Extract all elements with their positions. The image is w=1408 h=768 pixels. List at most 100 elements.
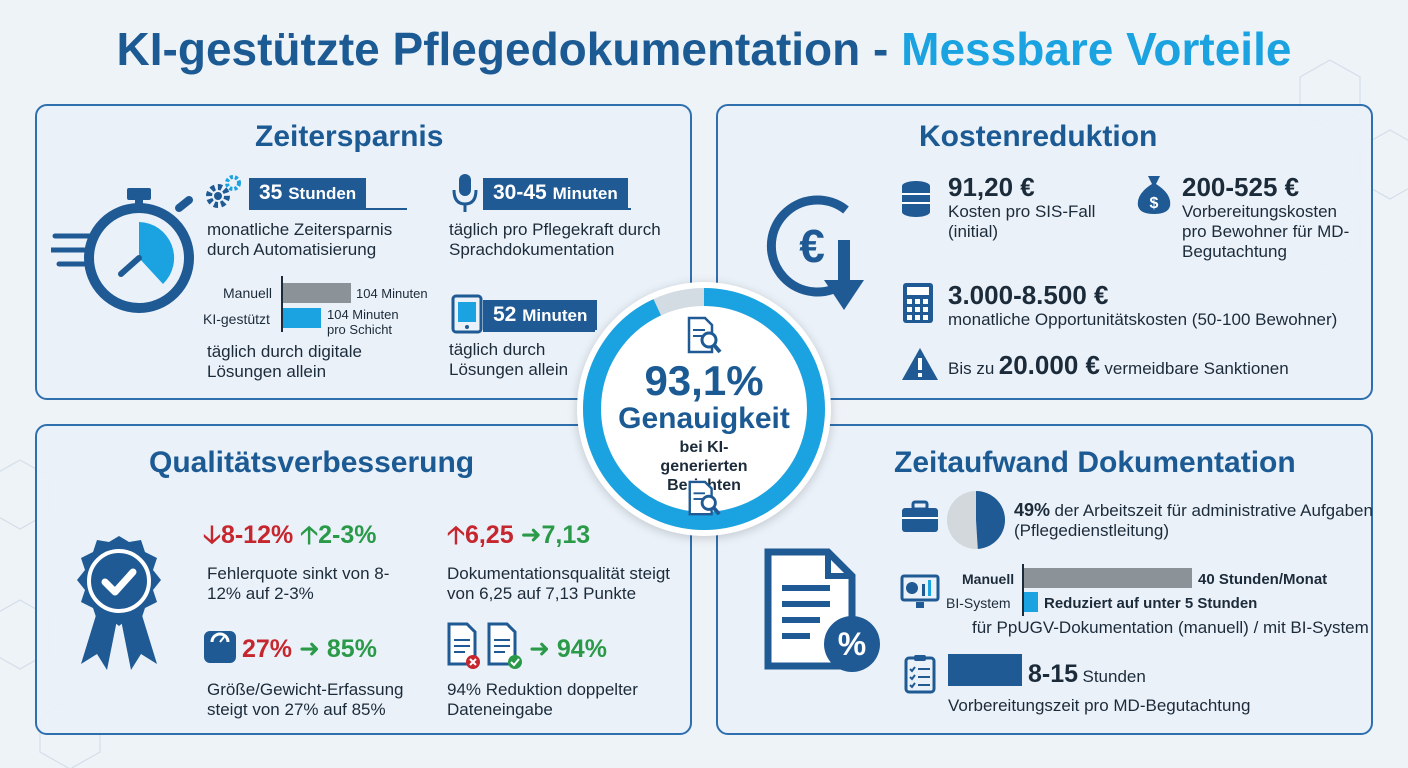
stat-49-text: 49% der Arbeitszeit für administrative A… [1014, 500, 1374, 541]
reduktion-to: 94% [556, 635, 607, 663]
stat-91-20-description: Kosten pro SIS-Fall (initial) [948, 202, 1096, 241]
document-percent-icon: % [764, 548, 880, 672]
stat-30-45-unit: Minuten [552, 184, 618, 203]
panel-title-zeitersparnis: Zeitersparnis [255, 120, 444, 153]
groesse-from: 27% [242, 635, 293, 663]
stat-35-description: monatliche Zeitersparnis durch Automatis… [207, 220, 393, 259]
accuracy-label: Genauigkeit [618, 402, 790, 435]
ki-label: KI-gestützt [203, 311, 270, 327]
stat-52-unit: Minuten [522, 306, 588, 325]
title-part-1: KI-gestützte Pflegedokumentation - [116, 23, 902, 75]
arrow-right-icon: ➜ [520, 521, 542, 549]
fehlerquote-to: 2-3% [318, 521, 377, 549]
stat-200-525-value: 200-525 € [1182, 172, 1300, 202]
badge-underline [483, 208, 631, 210]
stat-sanktionen: Bis zu 20.000 € vermeidbare Sanktionen [948, 350, 1289, 381]
ki-value: 104 Minuten pro Schicht [327, 307, 399, 337]
reduktion-description: 94% Reduktion doppelter Dateneingabe [447, 680, 638, 719]
title-part-2: Messbare Vorteile [901, 23, 1292, 75]
stat-30-45-minuten-badge: 30-45 Minuten [483, 178, 628, 208]
euro-down-icon: € [766, 195, 864, 310]
coins-icon [902, 181, 930, 217]
stat-8-15-value: 8-15 [1028, 660, 1079, 688]
accuracy-circle: 93,1% Genauigkeit bei KI-generierten Ber… [577, 282, 831, 536]
scale-icon [204, 631, 236, 663]
arrow-down-icon: 🡣 [203, 521, 221, 549]
dokuqualitaet-to: 7,13 [541, 521, 591, 549]
sanktionen-suffix: vermeidbare Sanktionen [1104, 359, 1289, 378]
dokuqualitaet-description: Dokumentationsqualität steigt von 6,25 a… [447, 564, 671, 603]
accuracy-value: 93,1% [644, 357, 764, 404]
stopwatch-icon [51, 188, 194, 313]
manual-value: 104 Minuten [356, 286, 428, 301]
manual-bar [283, 283, 351, 303]
accuracy-subtitle: bei KI-generierten Berichten [660, 439, 748, 494]
dokuqualitaet-from: 6,25 [464, 521, 514, 549]
stat-35-value: 35 [259, 181, 283, 204]
reduktion-values: ➜ 94% [529, 634, 607, 664]
stat-91-20-value: 91,20 € [948, 172, 1035, 202]
groesse-to: 85% [326, 635, 377, 663]
stat-52-value: 52 [493, 303, 517, 326]
comparison-description: für PpUGV-Dokumentation (manuell) / mit … [972, 618, 1369, 637]
badge-underline [483, 330, 595, 332]
page-title: KI-gestützte Pflegedokumentation - Messb… [0, 22, 1408, 76]
svg-text:$: $ [1150, 195, 1159, 212]
panel-title-qualitaet: Qualitätsverbesserung [149, 446, 475, 479]
manuell-value: 40 Stunden/Monat [1198, 571, 1328, 588]
stat-49-value: 49% [1014, 500, 1051, 520]
duplicate-documents-icon [447, 622, 522, 669]
checklist-icon [904, 655, 936, 694]
fehlerquote-values: 🡣8-12% 🡡2-3% [203, 516, 377, 559]
panel-zeitersparnis: Zeitersparnis 35 Stunden monatliche Zeit… [35, 104, 692, 400]
tablet-icon [451, 294, 483, 334]
pie-49-slice [976, 491, 1005, 549]
stat-35-stunden-badge: 35 Stunden [249, 178, 367, 208]
arrow-up-icon: 🡡 [300, 521, 319, 549]
panel-qualitaetsverbesserung: Qualitätsverbesserung 🡣8-12% 🡡2-3% Fehle… [35, 424, 692, 735]
arrow-up-red-icon: 🡡 [447, 521, 465, 549]
panel-kostenreduktion: Kostenreduktion € 91,20 € Kosten pro SIS… [716, 104, 1373, 400]
bi-bar [1024, 592, 1038, 612]
calculator-icon [903, 283, 933, 323]
stat-52-minuten-badge: 52 Minuten [483, 300, 598, 330]
award-ribbon-icon [77, 536, 161, 670]
sanktionen-prefix: Bis zu [948, 359, 995, 378]
stat-8-15-text: 8-15 Stunden [1028, 660, 1146, 689]
comparison-description: täglich durch digitale Lösungen allein [207, 342, 362, 381]
panel-title-zeitaufwand: Zeitaufwand Dokumentation [894, 446, 1296, 479]
manuell-bar [1024, 568, 1192, 588]
stat-8-15-description: Vorbereitungszeit pro MD-Begutachtung [948, 696, 1251, 715]
bi-label: BI-System [946, 595, 1011, 611]
arrow-right-icon: ➜ [299, 635, 320, 663]
document-search-icon-bottom [688, 480, 721, 516]
svg-text:%: % [838, 626, 866, 662]
gears-icon [206, 175, 241, 208]
svg-text:€: € [799, 220, 825, 272]
groesse-description: Größe/Gewicht-Erfassung steigt von 27% a… [207, 680, 404, 719]
ki-bar [283, 308, 321, 328]
md-bar [948, 654, 1022, 686]
badge-underline [249, 208, 407, 210]
stat-200-525-description: Vorbereitungskosten pro Bewohner für MD-… [1182, 202, 1350, 261]
microphone-icon [452, 174, 478, 212]
stat-3000-8500-description: monatliche Opportunitätskosten (50-100 B… [948, 310, 1338, 329]
stat-35-unit: Stunden [288, 184, 357, 203]
manuell-label: Manuell [962, 571, 1015, 587]
fehlerquote-description: Fehlerquote sinkt von 8-12% auf 2-3% [207, 564, 390, 603]
stat-30-45-description: täglich pro Pflegekraft durch Sprachdoku… [449, 220, 661, 259]
document-search-icon [687, 316, 722, 354]
panel-zeitaufwand: Zeitaufwand Dokumentation % 49% der Arbe… [716, 424, 1373, 735]
manual-label: Manuell [223, 285, 273, 301]
stat-30-45-value: 30-45 [493, 181, 547, 204]
groesse-gewicht-values: 27% ➜ 85% [242, 634, 377, 664]
arrow-right-icon: ➜ [529, 635, 550, 663]
warning-icon [902, 348, 938, 380]
stat-49-description: der Arbeitszeit für administrative Aufga… [1014, 501, 1373, 540]
money-bag-icon: $ [1137, 176, 1171, 214]
sanktionen-value: 20.000 € [998, 350, 1100, 380]
bar-axis [281, 276, 283, 332]
briefcase-icon [902, 500, 938, 532]
bi-value: Reduziert auf unter 5 Stunden [1044, 595, 1258, 612]
stat-3000-8500-value: 3.000-8.500 € [948, 280, 1109, 310]
